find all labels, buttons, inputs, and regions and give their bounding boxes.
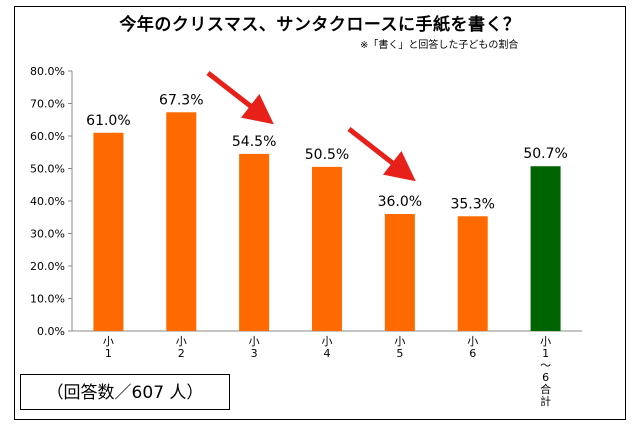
bar <box>457 216 488 331</box>
bar <box>530 166 561 331</box>
bar <box>384 214 415 331</box>
y-tick-label: 40.0% <box>30 195 65 208</box>
bars <box>93 112 561 332</box>
x-tick-label-char: 小 <box>467 335 478 348</box>
x-tick-label-char: 1 <box>542 347 549 360</box>
bar-value-label: 54.5% <box>232 134 276 150</box>
x-tick-label-char: 2 <box>178 347 185 360</box>
x-tick-label-char: 計 <box>540 394 551 408</box>
bar-value-label: 67.3% <box>159 92 203 108</box>
x-tick-label-char: 4 <box>324 347 331 360</box>
y-tick-label: 50.0% <box>30 163 65 176</box>
trend-arrow-2 <box>347 127 416 182</box>
chart-subtitle: ※「書く」と回答した子どもの割合 <box>360 40 519 51</box>
y-axis-ticks: 0.0% 10.0% 20.0% 30.0% 40.0% 50.0% 60.0% 70.0% 8… <box>30 65 72 338</box>
x-tick-label-char: 合 <box>540 382 551 396</box>
x-tick-label-char: 小 <box>540 335 551 348</box>
value-labels: 61.0% 67.3% 54.5% 50.5% 36.0% 35.3% 50.7% <box>86 92 568 212</box>
bar-value-label: 50.5% <box>305 147 349 163</box>
bar-value-label: 61.0% <box>86 113 130 129</box>
y-tick-label: 70.0% <box>30 98 65 111</box>
bar-value-label: 36.0% <box>378 194 422 210</box>
x-tick-label-char: 6 <box>469 347 476 360</box>
y-tick-label: 10.0% <box>30 293 65 306</box>
bar <box>239 153 270 331</box>
bar-value-label: 50.7% <box>523 146 567 162</box>
y-tick-label: 60.0% <box>30 130 65 143</box>
x-tick-label-char: 5 <box>396 347 403 360</box>
sample-size-note: （回答数／607 人） <box>20 374 230 410</box>
y-tick-label: 80.0% <box>30 65 65 78</box>
bar-value-label: 35.3% <box>450 196 494 212</box>
chart-title: 今年のクリスマス、サンタクロースに手紙を書く？ <box>119 15 521 35</box>
x-tick-label-char: 小 <box>249 335 260 348</box>
x-tick-label-char: 小 <box>322 335 333 348</box>
y-tick-label: 30.0% <box>30 228 65 241</box>
x-tick-label-char: 1 <box>105 347 112 360</box>
x-tick-label-char: 小 <box>103 335 114 348</box>
bar <box>312 166 342 331</box>
y-tick-label: 0.0% <box>37 325 65 338</box>
x-tick-label-char: 〜 <box>540 359 551 372</box>
x-tick-label-char: 小 <box>394 335 405 348</box>
bar <box>93 132 124 331</box>
bar <box>166 112 197 332</box>
trend-arrows <box>206 71 416 182</box>
trend-arrow-1 <box>206 71 274 125</box>
x-tick-label-char: 6 <box>542 371 549 384</box>
x-tick-label-char: 3 <box>251 347 258 360</box>
y-tick-label: 20.0% <box>30 260 65 273</box>
x-tick-label-char: 小 <box>176 335 187 348</box>
